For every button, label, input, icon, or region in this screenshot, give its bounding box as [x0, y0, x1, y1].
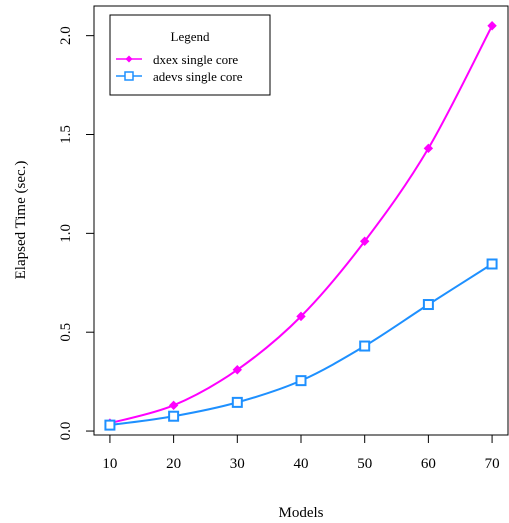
series-line-adevs: [109, 263, 493, 427]
y-axis: 0.0 0.5 1.0 1.5 2.0: [58, 26, 95, 441]
y-tick-label: 1.5: [58, 125, 74, 144]
data-point-adevs: [486, 258, 498, 270]
x-tick-label: 50: [357, 456, 372, 472]
legend-box: [109, 14, 271, 96]
data-point-dxex: [232, 365, 243, 375]
data-point-adevs: [295, 375, 307, 387]
x-tick-label: 10: [102, 456, 117, 472]
y-axis-label: Elapsed Time (sec.): [13, 161, 29, 280]
y-tick-label: 2.0: [58, 26, 74, 45]
data-point-adevs: [231, 396, 243, 408]
data-point-dxex: [487, 21, 497, 31]
data-point-adevs: [168, 410, 180, 422]
legend-item-adevs-label: adevs single core: [153, 69, 243, 84]
x-tick-label: 70: [485, 456, 500, 472]
x-axis: 10 20 30 40 50 60 70: [102, 434, 500, 472]
legend-swatch-marker-dxex: [125, 55, 133, 63]
y-tick-label: 1.0: [58, 224, 74, 243]
x-tick-label: 40: [294, 456, 309, 472]
data-point-dxex: [423, 143, 434, 154]
data-point-dxex: [168, 400, 179, 411]
data-point-dxex: [296, 311, 306, 322]
x-tick-label: 60: [421, 456, 436, 472]
y-tick-label: 0.5: [58, 323, 74, 342]
data-point-adevs: [359, 340, 371, 352]
legend-swatch-marker-adevs: [124, 71, 134, 81]
x-axis-label: Models: [279, 505, 324, 521]
series-layer: [104, 21, 498, 431]
data-point-adevs: [104, 419, 116, 431]
legend-title: Legend: [171, 29, 210, 44]
x-tick-label: 20: [166, 456, 181, 472]
legend: Legend dxex single core adevs single cor…: [109, 14, 271, 96]
legend-item-dxex-label: dxex single core: [153, 52, 238, 67]
data-point-dxex: [359, 236, 370, 246]
y-tick-label: 0.0: [58, 422, 74, 441]
x-tick-label: 30: [230, 456, 245, 472]
data-point-adevs: [422, 299, 434, 311]
